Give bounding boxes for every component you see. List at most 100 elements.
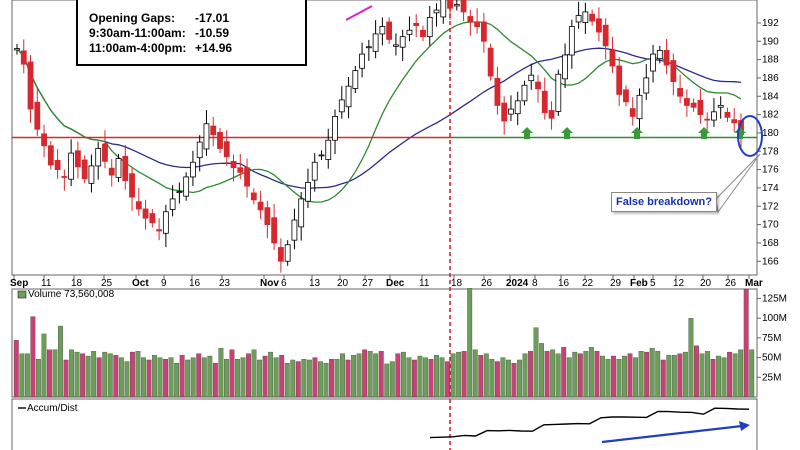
x-tick-label: 26 (725, 278, 737, 289)
moving-average-short (16, 21, 742, 203)
volume-bar (566, 357, 572, 398)
candle-body (250, 192, 257, 201)
volume-bar (721, 357, 727, 398)
candle-body (379, 26, 386, 35)
volume-bar (257, 359, 262, 398)
candle-body (311, 161, 318, 181)
x-tick-label: 18 (71, 278, 83, 289)
volume-tick-label: 125M (762, 293, 787, 304)
volume-bar (511, 362, 517, 398)
x-tick-label: 18 (451, 278, 463, 289)
volume-bar (450, 353, 456, 398)
volume-bar (461, 351, 467, 398)
candle-body (711, 111, 717, 121)
x-tick-label: 9 (161, 278, 167, 289)
volume-bar (201, 357, 207, 398)
candle-body (420, 29, 426, 38)
volume-bar (351, 355, 357, 398)
x-tick-label: 2024 (506, 278, 529, 289)
candle-body (318, 154, 325, 157)
volume-bar (594, 351, 600, 398)
candle-body (609, 50, 616, 67)
candle-body (95, 148, 102, 167)
candle-body (650, 53, 656, 72)
candle-body (244, 167, 250, 187)
candle-body (528, 74, 535, 82)
volume-bar (207, 355, 213, 398)
volume-bar (334, 359, 340, 398)
candle-body (616, 65, 623, 95)
candle-body (169, 198, 176, 210)
candle-body (122, 155, 129, 181)
info-label: Opening Gaps: (89, 11, 176, 25)
candle-body (203, 123, 210, 150)
volume-bar (74, 351, 80, 398)
candle-body (142, 208, 149, 219)
candle-body (352, 70, 359, 89)
volume-bar (284, 362, 290, 398)
candle-body (521, 84, 528, 102)
candle-body (717, 105, 724, 108)
candle-body (724, 111, 731, 118)
volume-bar (80, 353, 86, 398)
info-value: +14.96 (195, 41, 233, 55)
volume-tick-label: 100M (762, 313, 787, 324)
x-tick-label: 16 (558, 278, 570, 289)
volume-bar (262, 355, 268, 398)
x-tick-label: 25 (101, 278, 113, 289)
candle-body (514, 100, 521, 115)
volume-bar (533, 327, 539, 398)
candle-body (562, 54, 568, 80)
volume-bar (649, 347, 655, 398)
x-tick-label: Sep (10, 278, 28, 289)
candle-body (670, 60, 677, 82)
y-tick-label: 190 (762, 36, 779, 47)
candle-body (697, 99, 704, 115)
candle-body (74, 150, 81, 168)
candle-body (338, 99, 345, 113)
x-tick-label: Nov (260, 278, 279, 289)
x-tick-label: 16 (189, 278, 201, 289)
candle-body (237, 167, 244, 173)
y-tick-label: 166 (762, 256, 779, 267)
volume-bar (400, 351, 406, 398)
candle-body (623, 89, 629, 103)
volume-bar (223, 359, 229, 398)
volume-bar (47, 349, 52, 398)
volume-bar (129, 351, 135, 398)
candle-body (393, 44, 399, 47)
volume-bar (174, 362, 180, 398)
candle-body (264, 207, 271, 225)
volume-bar (295, 361, 301, 398)
volume-bar (146, 359, 152, 398)
y-tick-label: 172 (762, 201, 779, 212)
volume-bar (699, 353, 705, 398)
x-tick-label: 8 (532, 278, 538, 289)
magenta-trendline (345, 5, 373, 21)
candle-body (271, 217, 278, 244)
volume-bar (168, 357, 174, 398)
x-tick-label: 5 (650, 278, 656, 289)
candle-body (589, 13, 596, 22)
volume-bar (705, 351, 710, 398)
candle-body (501, 102, 508, 122)
opening-gaps-box: Opening Gaps: -17.01 9:30am-11:00am: -10… (76, 0, 307, 66)
volume-bar (190, 357, 196, 398)
candle-body (20, 50, 27, 65)
volume-bar (550, 349, 556, 398)
volume-bar (141, 357, 146, 398)
candle-body (372, 33, 379, 52)
volume-bar (135, 351, 141, 398)
volume-bar (572, 351, 578, 398)
candle-body (345, 85, 352, 108)
volume-bar (577, 353, 583, 398)
volume-bar (500, 357, 506, 398)
volume-bar (605, 359, 611, 398)
volume-bar (317, 361, 323, 398)
candle-body (176, 191, 183, 193)
candle-body (291, 219, 298, 241)
candle-body (68, 152, 75, 180)
volume-bar (362, 349, 368, 398)
volume-bar (743, 288, 749, 398)
